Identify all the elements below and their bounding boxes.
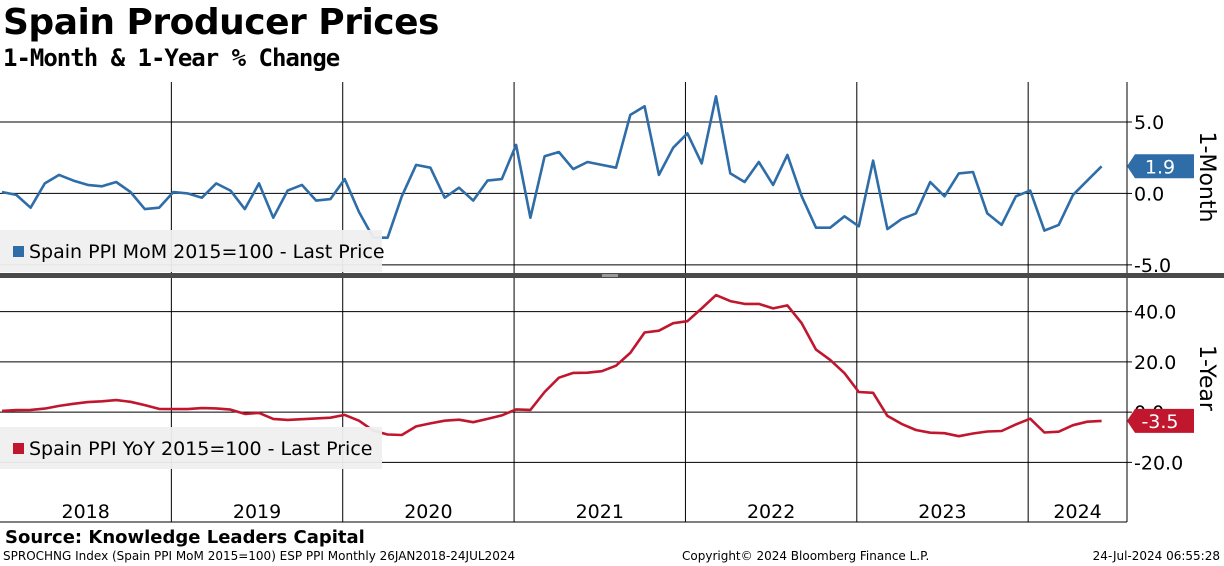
chart-title: Spain Producer Prices: [3, 2, 439, 43]
yoy-last-value-flag: -3.5: [1127, 408, 1194, 433]
ticker-info: SPROCHNG Index (Spain PPI MoM 2015=100) …: [3, 549, 516, 563]
chart-subtitle: 1-Month & 1-Year % Change: [3, 44, 340, 72]
mom-last-value-flag-label: 1.9: [1145, 156, 1175, 178]
yoy-last-value-flag-shape: [1127, 408, 1194, 433]
copyright-note: Copyright© 2024 Bloomberg Finance L.P.: [682, 549, 930, 563]
mom-legend-swatch: [13, 246, 24, 257]
x-tick-label: 2018: [62, 501, 110, 523]
x-tick-label: 2022: [747, 501, 795, 523]
bottom-tick-label: 40.0: [1134, 302, 1176, 324]
x-tick-label: 2024: [1053, 501, 1101, 523]
yoy-last-value-flag-label: -3.5: [1141, 411, 1178, 433]
mom-last-value-flag-shape: [1127, 154, 1194, 179]
mom-series-line: [1, 95, 1103, 239]
x-tick-label: 2023: [918, 501, 966, 523]
timestamp: 24-Jul-2024 06:55:28: [1092, 549, 1220, 563]
yoy-legend-swatch: [13, 443, 24, 454]
bottom-tick-label: -20.0: [1134, 452, 1183, 474]
top-axis-title: 1-Month: [1194, 132, 1219, 223]
mom-legend: Spain PPI MoM 2015=100 - Last Price: [0, 230, 385, 272]
x-tick-label: 2020: [404, 501, 452, 523]
yoy-legend: Spain PPI YoY 2015=100 - Last Price: [0, 427, 382, 469]
x-tick-label: 2019: [233, 501, 281, 523]
year-gridlines: [170, 82, 1029, 522]
yoy-legend-label: Spain PPI YoY 2015=100 - Last Price: [29, 438, 372, 460]
top-tick-label: 0.0: [1134, 183, 1164, 205]
top-tick-label: 5.0: [1134, 112, 1164, 134]
yoy-series-line: [1, 293, 1102, 438]
bottom-axis-title: 1-Year: [1194, 345, 1219, 412]
mom-last-value-flag: 1.9: [1127, 154, 1194, 179]
divider-handle: [602, 274, 618, 277]
yoy-legend-box: [0, 427, 382, 469]
x-tick-label: 2021: [576, 501, 624, 523]
source-note: Source: Knowledge Leaders Capital: [5, 527, 365, 548]
bottom-tick-label: 20.0: [1134, 352, 1176, 374]
mom-legend-label: Spain PPI MoM 2015=100 - Last Price: [29, 241, 385, 263]
mom-legend-box: [0, 230, 382, 272]
top-tick-label: -5.0: [1134, 255, 1171, 277]
